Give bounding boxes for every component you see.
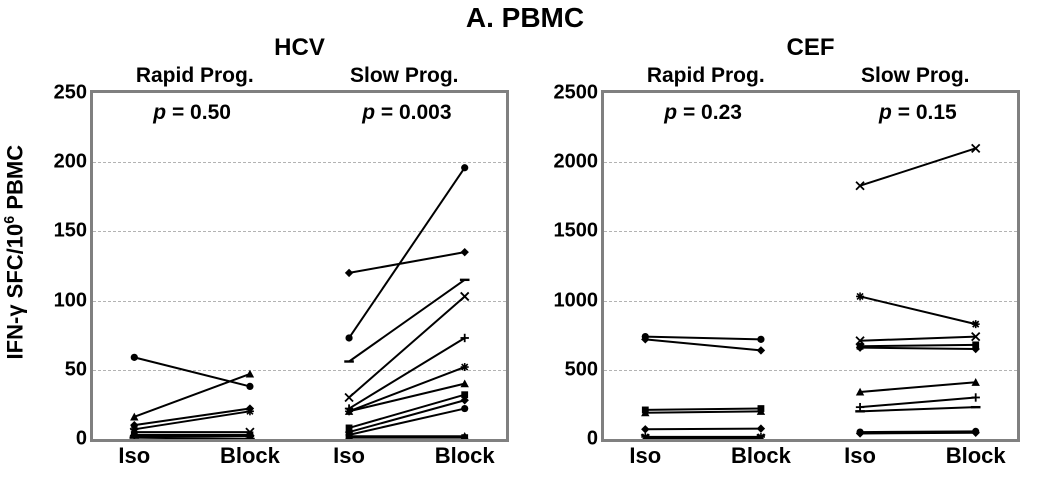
xtick-label: Block	[731, 443, 791, 469]
xtick-label: Iso	[118, 443, 150, 469]
series-svg	[93, 93, 506, 439]
xtick-label: Block	[946, 443, 1006, 469]
plot-frame-hcv: p = 0.50 p = 0.003 050100150200250IsoBlo…	[90, 90, 509, 442]
subpanel-title-cef: CEF	[601, 34, 1020, 62]
ytick-label: 250	[35, 82, 87, 105]
ytick-label: 500	[546, 358, 598, 381]
ytick-label: 0	[546, 428, 598, 451]
ytick-label: 0	[35, 428, 87, 451]
xtick-label: Block	[220, 443, 280, 469]
subpanel-hcv: HCV Rapid Prog. Slow Prog. p = 0.50 p = …	[0, 34, 531, 504]
ytick-label: 1500	[546, 220, 598, 243]
ytick-label: 2000	[546, 151, 598, 174]
xtick-label: Iso	[629, 443, 661, 469]
group-label-cef-slow: Slow Prog.	[811, 64, 1021, 88]
ytick-label: 150	[35, 220, 87, 243]
ytick-label: 2500	[546, 82, 598, 105]
ytick-label: 50	[35, 358, 87, 381]
plot-frame-cef: p = 0.23 p = 0.15 05001000150020002500Is…	[601, 90, 1020, 442]
group-labels-hcv: Rapid Prog. Slow Prog.	[90, 64, 509, 88]
plot-shell-cef: p = 0.23 p = 0.15 05001000150020002500Is…	[601, 90, 1020, 442]
xtick-label: Block	[435, 443, 495, 469]
ytick-label: 200	[35, 151, 87, 174]
group-label-hcv-rapid: Rapid Prog.	[90, 64, 300, 88]
xtick-label: Iso	[844, 443, 876, 469]
ytick-label: 1000	[546, 289, 598, 312]
ytick-label: 100	[35, 289, 87, 312]
group-labels-cef: Rapid Prog. Slow Prog.	[601, 64, 1020, 88]
figure-panel-a: A. PBMC IFN-γ SFC/106 PBMC HCV Rapid Pro…	[0, 0, 1050, 504]
group-label-hcv-slow: Slow Prog.	[300, 64, 510, 88]
subpanel-title-hcv: HCV	[90, 34, 509, 62]
panel-title: A. PBMC	[0, 2, 1050, 34]
xtick-label: Iso	[333, 443, 365, 469]
series-svg	[604, 93, 1017, 439]
plot-shell-hcv: p = 0.50 p = 0.003 050100150200250IsoBlo…	[90, 90, 509, 442]
group-label-cef-rapid: Rapid Prog.	[601, 64, 811, 88]
subpanels-row: HCV Rapid Prog. Slow Prog. p = 0.50 p = …	[0, 34, 1050, 504]
subpanel-cef: CEF Rapid Prog. Slow Prog. p = 0.23 p = …	[531, 34, 1050, 504]
